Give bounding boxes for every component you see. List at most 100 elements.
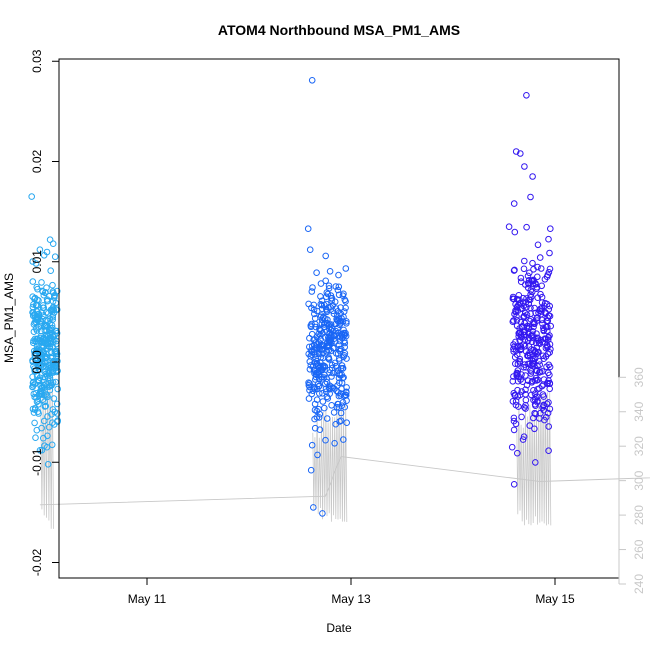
data-point: [314, 451, 321, 459]
data-point: [44, 413, 51, 420]
data-point: [527, 193, 534, 201]
data-point: [310, 336, 317, 344]
data-point: [544, 409, 552, 417]
data-point: [517, 333, 525, 341]
data-point: [36, 447, 44, 454]
data-point: [537, 368, 544, 376]
data-point: [325, 334, 332, 341]
data-point: [334, 286, 342, 294]
data-point: [32, 260, 40, 267]
data-point: [528, 338, 536, 346]
data-point: [509, 295, 517, 303]
data-point: [546, 363, 554, 371]
data-point: [43, 331, 50, 339]
data-point: [54, 367, 61, 375]
data-point: [319, 375, 326, 383]
data-point: [334, 400, 342, 408]
data-point: [528, 288, 536, 296]
data-point: [333, 387, 340, 395]
data-point: [336, 318, 343, 325]
data-point: [543, 317, 550, 325]
data-point: [523, 223, 530, 231]
x-tick-label: May 13: [331, 592, 371, 606]
data-point: [46, 292, 53, 300]
secondary-burst-2: [312, 404, 348, 523]
data-point: [51, 253, 59, 261]
data-point: [311, 320, 319, 328]
data-point: [28, 193, 36, 200]
data-point: [545, 333, 552, 341]
data-point: [524, 351, 532, 359]
data-point: [327, 321, 335, 328]
data-point: [319, 390, 326, 397]
data-point: [520, 312, 528, 320]
data-point: [321, 404, 328, 412]
data-point: [311, 424, 319, 432]
data-point: [532, 402, 539, 410]
y-axis-left: -0.02 -0.01 0.00 0.01 0.02 0.03: [30, 49, 59, 576]
data-point: [33, 316, 41, 324]
data-point: [312, 376, 319, 383]
data-point: [529, 360, 536, 367]
data-point: [39, 384, 46, 392]
data-point: [33, 426, 41, 434]
data-point: [518, 413, 525, 421]
data-point: [543, 273, 551, 281]
data-point: [331, 298, 339, 306]
data-point: [340, 308, 348, 315]
data-point: [332, 283, 340, 290]
data-point: [545, 399, 552, 406]
data-point: [515, 292, 523, 299]
y2-tick-label: 360: [632, 367, 646, 387]
data-point: [31, 367, 39, 375]
data-point: [538, 382, 546, 390]
data-point: [335, 283, 343, 291]
data-point: [540, 324, 547, 332]
data-point: [522, 396, 530, 404]
data-point: [327, 295, 335, 302]
chart-title: ATOM4 Northbound MSA_PM1_AMS: [218, 22, 460, 38]
data-point: [49, 367, 57, 375]
data-point: [510, 200, 518, 207]
data-point: [514, 307, 522, 315]
data-point: [543, 400, 551, 408]
data-point: [520, 364, 528, 371]
data-point: [543, 300, 551, 308]
data-point: [308, 390, 316, 398]
data-point: [40, 434, 47, 442]
data-point: [29, 258, 37, 265]
y-tick-label: -0.01: [30, 448, 44, 476]
data-point: [534, 263, 541, 271]
data-point: [30, 409, 38, 416]
data-point: [522, 372, 529, 379]
data-point: [29, 358, 37, 366]
data-point: [540, 381, 547, 388]
y2-tick-label: 240: [632, 574, 646, 594]
data-point: [310, 367, 318, 374]
y-tick-label: 0.02: [30, 149, 44, 173]
y2-tick-label: 260: [632, 539, 646, 559]
data-point: [50, 395, 58, 402]
data-point: [544, 350, 552, 358]
data-point: [335, 404, 343, 411]
data-point: [332, 420, 340, 428]
data-point: [530, 396, 537, 404]
data-point: [49, 353, 57, 361]
data-point: [511, 266, 518, 274]
data-point: [332, 363, 340, 370]
data-point: [515, 373, 522, 381]
data-point: [525, 300, 533, 308]
data-point: [40, 312, 47, 320]
data-point: [306, 358, 314, 365]
data-point: [546, 332, 553, 339]
data-point: [49, 288, 57, 295]
data-point: [540, 402, 547, 410]
secondary-burst-3: [516, 392, 552, 526]
data-point: [306, 246, 314, 253]
data-point: [334, 308, 342, 315]
data-point: [517, 278, 525, 286]
data-point: [546, 249, 553, 257]
data-point: [43, 443, 51, 451]
data-point: [43, 350, 50, 358]
data-point: [325, 355, 332, 362]
